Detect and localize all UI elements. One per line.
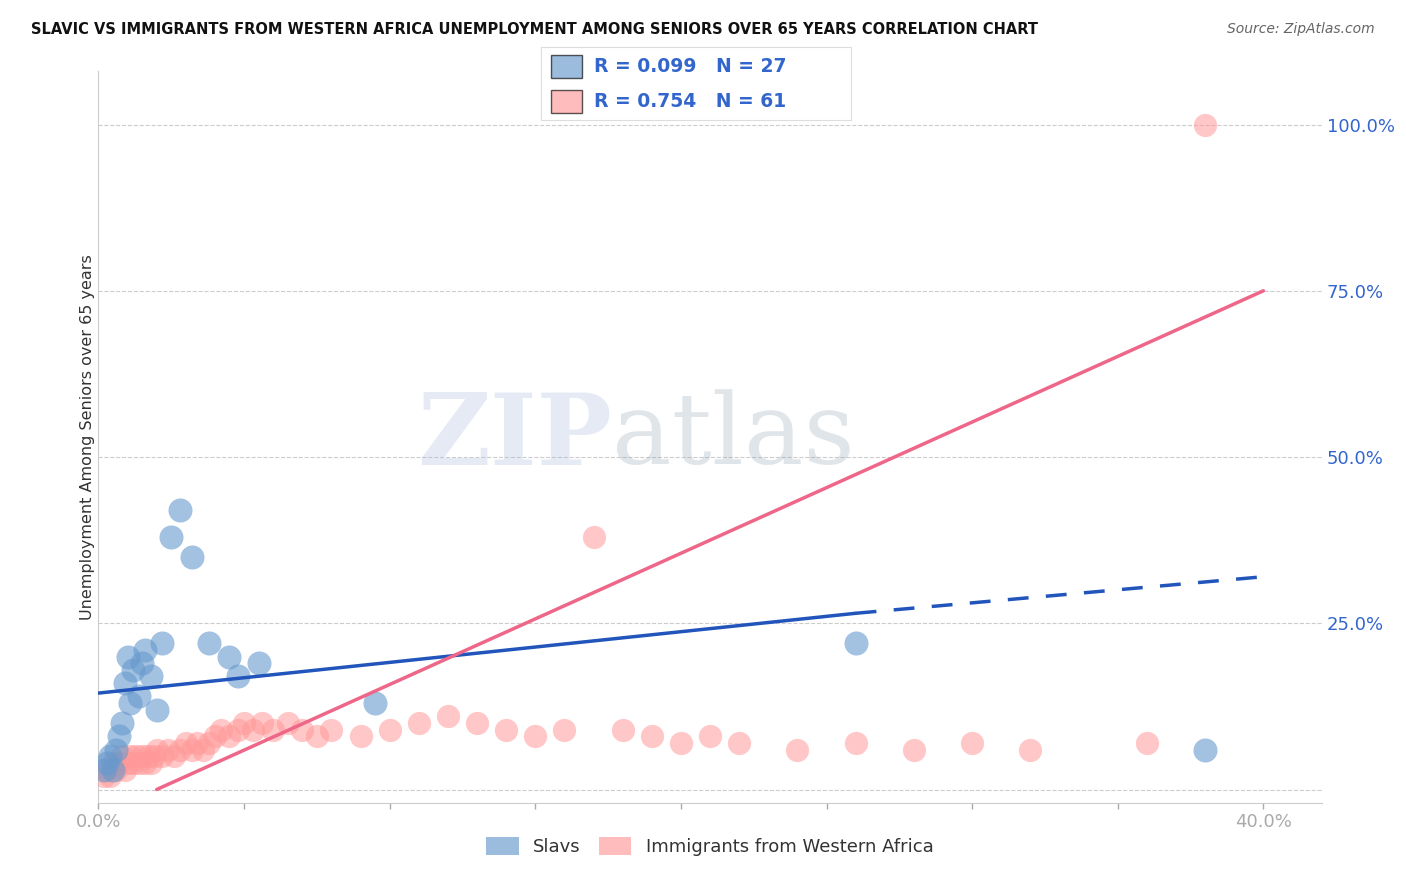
Point: [209, 723, 232, 737]
Point: [142, 749, 165, 764]
Point: [960, 736, 983, 750]
Point: [669, 736, 692, 750]
Point: [117, 649, 139, 664]
Point: [641, 729, 664, 743]
Legend: Slavs, Immigrants from Western Africa: Slavs, Immigrants from Western Africa: [479, 830, 941, 863]
Text: Source: ZipAtlas.com: Source: ZipAtlas.com: [1227, 22, 1375, 37]
Point: [160, 530, 183, 544]
Point: [218, 649, 240, 664]
Point: [169, 503, 191, 517]
Text: R = 0.754   N = 61: R = 0.754 N = 61: [593, 92, 786, 111]
Point: [845, 636, 868, 650]
Point: [93, 763, 115, 777]
Point: [145, 703, 167, 717]
Point: [728, 736, 751, 750]
Point: [218, 729, 240, 743]
Point: [136, 749, 159, 764]
Point: [128, 756, 150, 770]
Point: [131, 656, 153, 670]
Point: [101, 763, 124, 777]
Y-axis label: Unemployment Among Seniors over 65 years: Unemployment Among Seniors over 65 years: [80, 254, 94, 620]
Point: [378, 723, 401, 737]
Point: [108, 729, 131, 743]
Point: [96, 763, 118, 777]
Text: ZIP: ZIP: [418, 389, 612, 485]
Point: [186, 736, 208, 750]
Point: [198, 736, 221, 750]
Point: [1194, 118, 1216, 132]
Point: [93, 769, 115, 783]
Point: [157, 742, 180, 756]
Point: [612, 723, 634, 737]
Point: [250, 716, 273, 731]
Point: [104, 742, 127, 756]
Point: [364, 696, 387, 710]
Point: [204, 729, 226, 743]
Text: SLAVIC VS IMMIGRANTS FROM WESTERN AFRICA UNEMPLOYMENT AMONG SENIORS OVER 65 YEAR: SLAVIC VS IMMIGRANTS FROM WESTERN AFRICA…: [31, 22, 1038, 37]
Point: [145, 742, 167, 756]
Point: [114, 763, 136, 777]
Point: [495, 723, 517, 737]
Point: [104, 763, 127, 777]
Point: [122, 663, 145, 677]
Point: [98, 769, 121, 783]
Point: [408, 716, 430, 731]
Point: [120, 696, 142, 710]
Point: [226, 669, 249, 683]
Point: [1136, 736, 1159, 750]
Point: [903, 742, 925, 756]
Point: [198, 636, 221, 650]
Point: [139, 669, 162, 683]
Point: [349, 729, 371, 743]
Point: [193, 742, 215, 756]
Point: [120, 749, 142, 764]
Point: [152, 749, 174, 764]
Point: [437, 709, 460, 723]
Point: [699, 729, 721, 743]
Point: [1019, 742, 1042, 756]
Text: R = 0.099   N = 27: R = 0.099 N = 27: [593, 57, 786, 76]
Point: [180, 742, 202, 756]
Point: [321, 723, 343, 737]
Point: [291, 723, 314, 737]
Point: [169, 742, 191, 756]
Point: [128, 690, 150, 704]
Point: [247, 656, 270, 670]
FancyBboxPatch shape: [551, 90, 582, 113]
Point: [134, 756, 156, 770]
Point: [134, 643, 156, 657]
Point: [111, 716, 134, 731]
Point: [180, 549, 202, 564]
Point: [152, 636, 174, 650]
Point: [125, 749, 148, 764]
Point: [1194, 742, 1216, 756]
Point: [108, 756, 131, 770]
Point: [96, 756, 118, 770]
FancyBboxPatch shape: [551, 54, 582, 78]
Point: [226, 723, 249, 737]
Text: atlas: atlas: [612, 389, 855, 485]
Point: [553, 723, 575, 737]
Point: [305, 729, 328, 743]
Point: [98, 749, 121, 764]
Point: [117, 756, 139, 770]
Point: [465, 716, 488, 731]
Point: [582, 530, 605, 544]
Point: [101, 756, 124, 770]
Point: [242, 723, 264, 737]
Point: [233, 716, 256, 731]
Point: [114, 676, 136, 690]
Point: [122, 756, 145, 770]
Point: [262, 723, 284, 737]
Point: [111, 749, 134, 764]
Point: [845, 736, 868, 750]
Point: [277, 716, 299, 731]
Point: [131, 749, 153, 764]
Point: [163, 749, 186, 764]
Point: [524, 729, 547, 743]
Point: [139, 756, 162, 770]
Point: [174, 736, 197, 750]
Point: [786, 742, 808, 756]
